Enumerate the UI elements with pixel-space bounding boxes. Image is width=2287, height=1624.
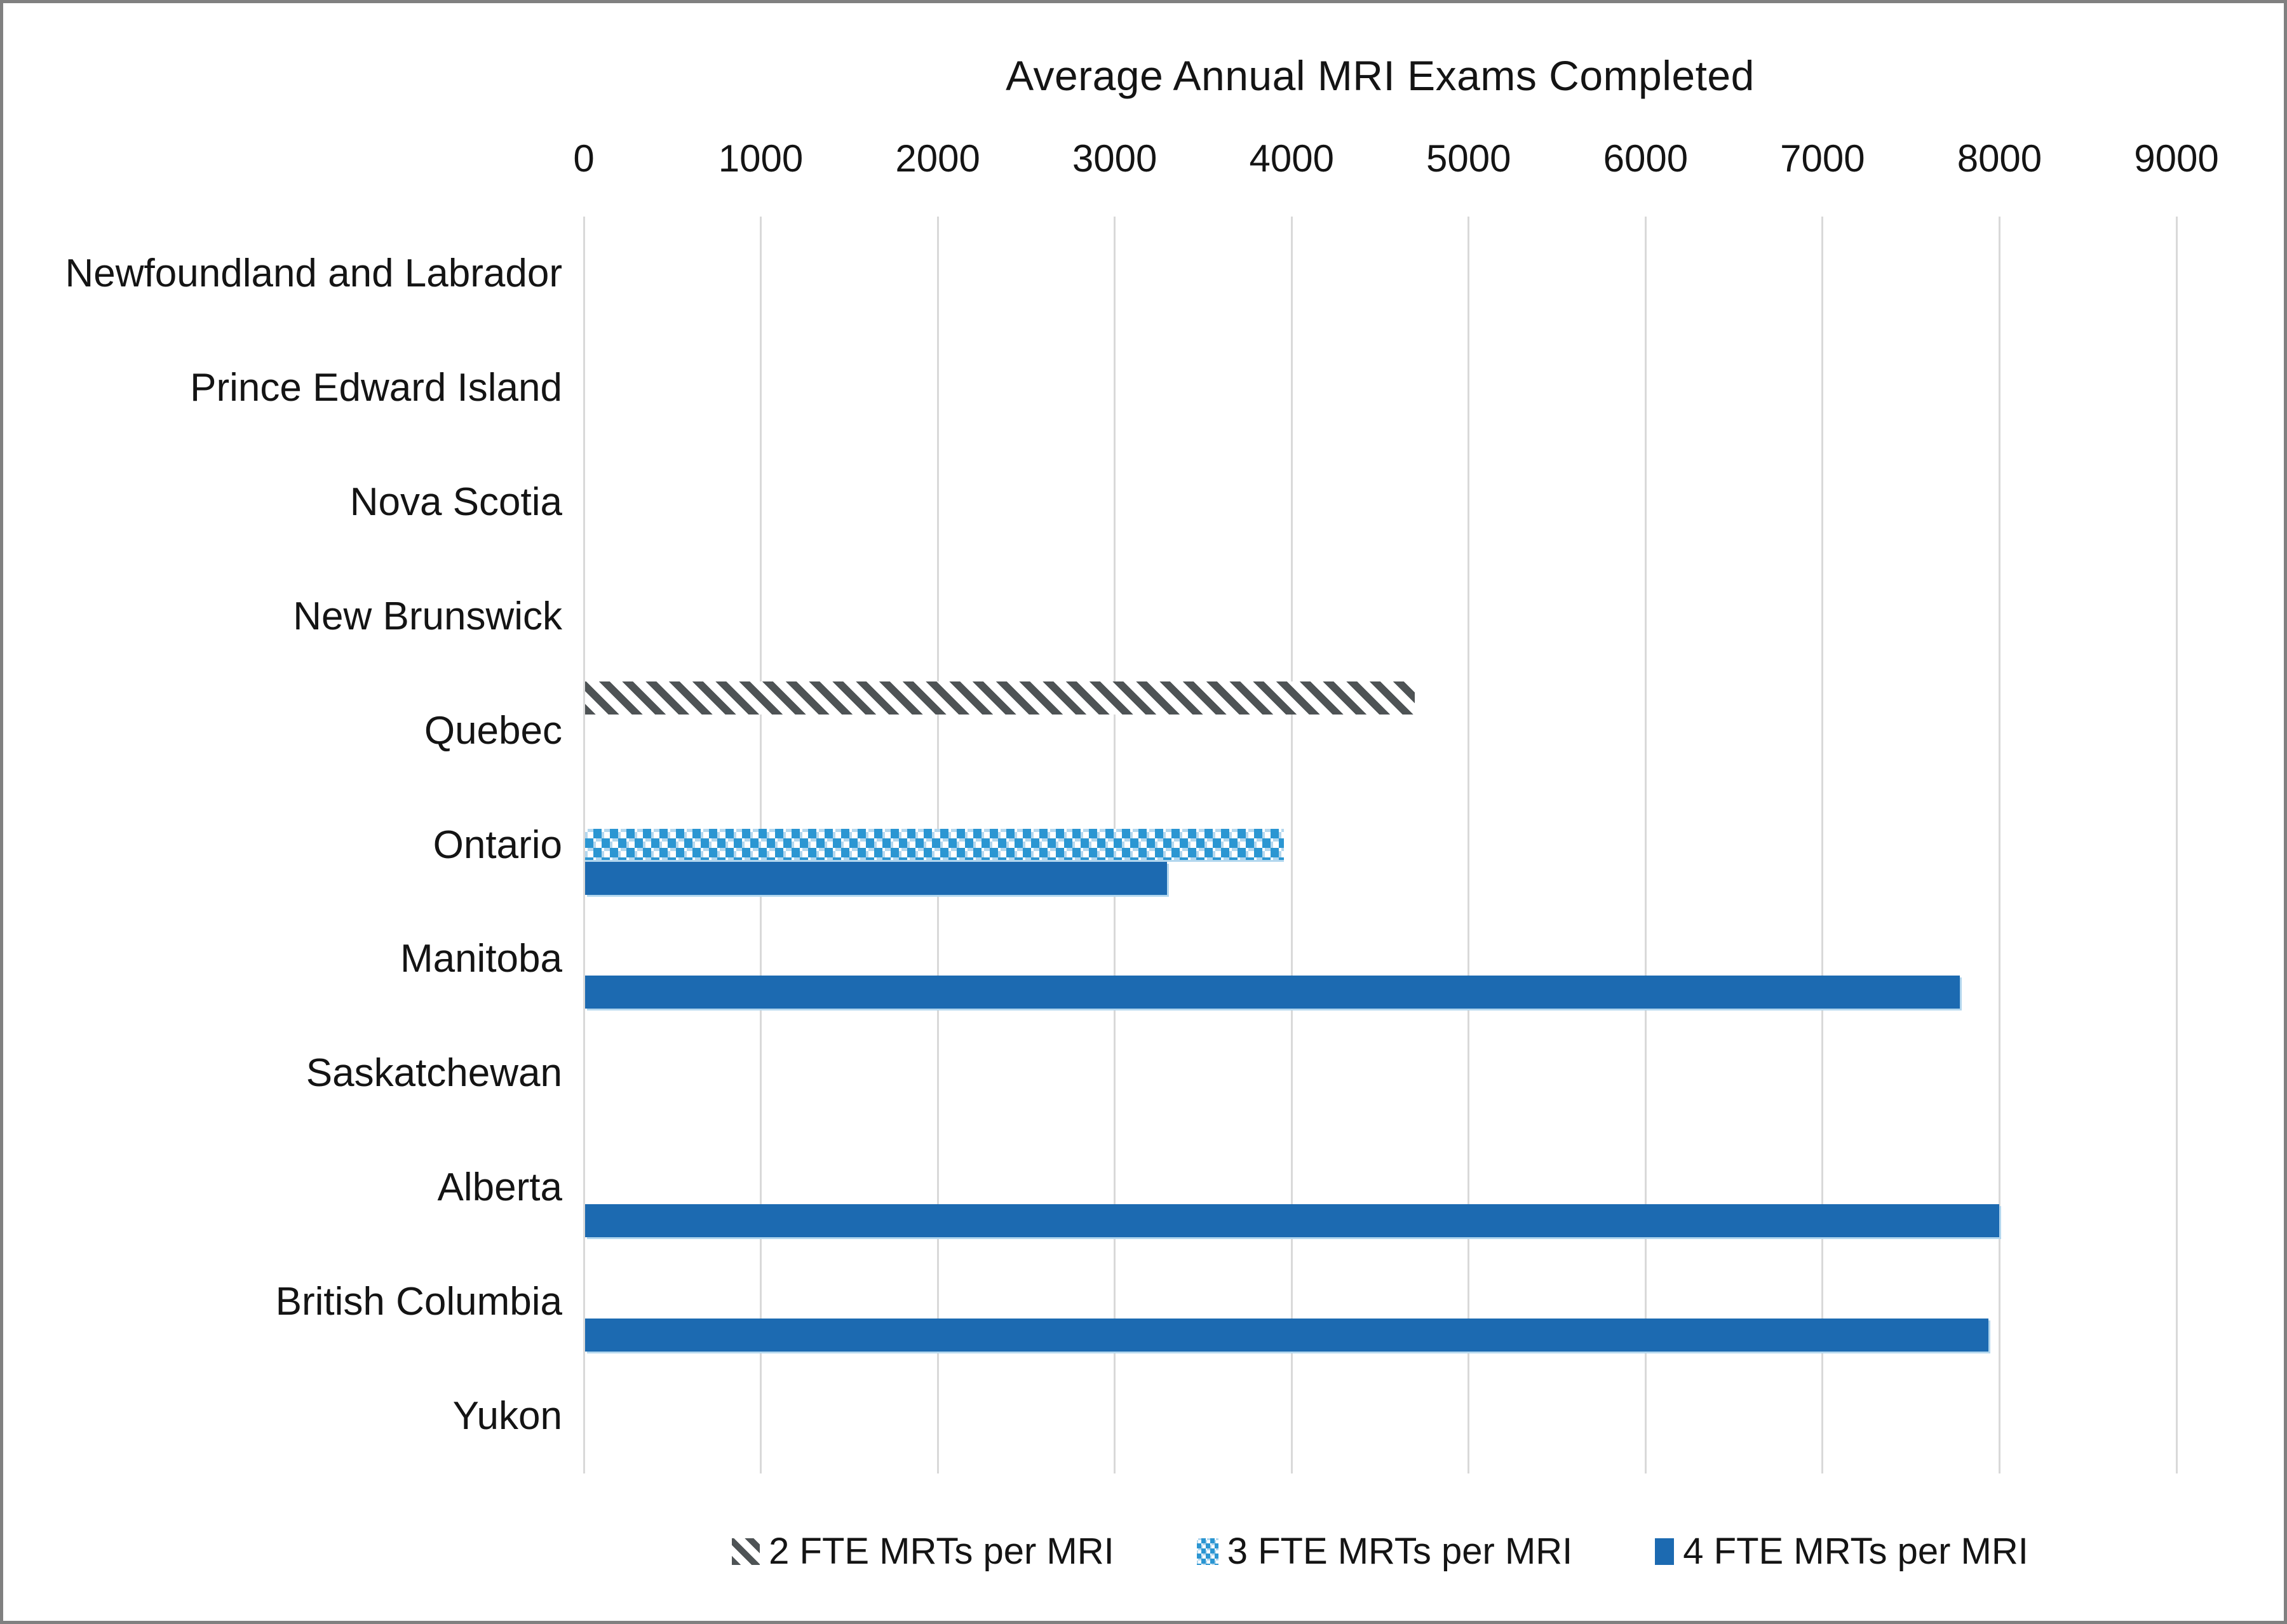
- legend-item-3-fte-mrts-per-mri: 3 FTE MRTs per MRI: [1196, 1531, 1573, 1573]
- legend-swatch-solid-icon: [1655, 1538, 1675, 1565]
- legend-swatch-dots-icon: [1196, 1538, 1218, 1565]
- bar-quebec-2-fte-mrts-per-mri: [585, 681, 1415, 715]
- legend-item-4-fte-mrts-per-mri: 4 FTE MRTs per MRI: [1655, 1531, 2028, 1573]
- category-label-nova-scotia: Nova Scotia: [349, 480, 562, 524]
- chart-title: Average Annual MRI Exams Completed: [1006, 52, 1755, 99]
- gridline: [1644, 217, 1647, 1473]
- gridline: [1290, 217, 1293, 1473]
- category-label-saskatchewan: Saskatchewan: [306, 1051, 562, 1096]
- x-axis-tick-label: 3000: [1072, 137, 1157, 180]
- category-label-ontario: Ontario: [433, 822, 562, 867]
- gridline: [1467, 217, 1470, 1473]
- category-label-manitoba: Manitoba: [400, 937, 562, 981]
- bar-british-columbia-4-fte-mrts-per-mri: [585, 1319, 1988, 1352]
- x-axis-tick-label: 8000: [1957, 137, 2042, 180]
- bar-ontario-3-fte-mrts-per-mri: [585, 828, 1284, 862]
- legend: 2 FTE MRTs per MRI 3 FTE MRTs per MRI 4 FT…: [584, 1517, 2176, 1587]
- x-axis-tick-label: 5000: [1426, 137, 1511, 180]
- x-axis-tick-label: 2000: [895, 137, 980, 180]
- x-axis-tick-label: 7000: [1780, 137, 1865, 180]
- category-label-newfoundland-and-labrador: Newfoundland and Labrador: [65, 251, 562, 295]
- x-axis-tick-label: 1000: [718, 137, 804, 180]
- category-label-british-columbia: British Columbia: [275, 1280, 562, 1324]
- gridline: [1998, 217, 2000, 1473]
- bar-manitoba-4-fte-mrts-per-mri: [585, 976, 1960, 1009]
- gridline: [1821, 217, 1824, 1473]
- legend-swatch-diagonal-hatch-icon: [732, 1538, 760, 1565]
- legend-label: 3 FTE MRTs per MRI: [1227, 1531, 1573, 1572]
- category-label-prince-edward-island: Prince Edward Island: [190, 365, 562, 410]
- category-label-alberta: Alberta: [437, 1165, 562, 1210]
- gridline: [583, 217, 585, 1473]
- category-label-new-brunswick: New Brunswick: [293, 594, 562, 638]
- gridline: [2175, 217, 2178, 1473]
- legend-item-2-fte-mrts-per-mri: 2 FTE MRTs per MRI: [732, 1531, 1114, 1573]
- category-label-yukon: Yukon: [452, 1394, 562, 1439]
- category-label-quebec: Quebec: [424, 708, 562, 753]
- bar-ontario-4-fte-mrts-per-mri: [585, 861, 1167, 895]
- x-axis-tick-label: 6000: [1603, 137, 1689, 180]
- x-axis-tick-label: 9000: [2134, 137, 2219, 180]
- bar-alberta-4-fte-mrts-per-mri: [585, 1204, 1999, 1238]
- legend-label: 4 FTE MRTs per MRI: [1683, 1531, 2028, 1572]
- x-axis-tick-label: 0: [573, 137, 595, 180]
- x-axis-tick-label: 4000: [1249, 137, 1334, 180]
- legend-label: 2 FTE MRTs per MRI: [769, 1531, 1114, 1572]
